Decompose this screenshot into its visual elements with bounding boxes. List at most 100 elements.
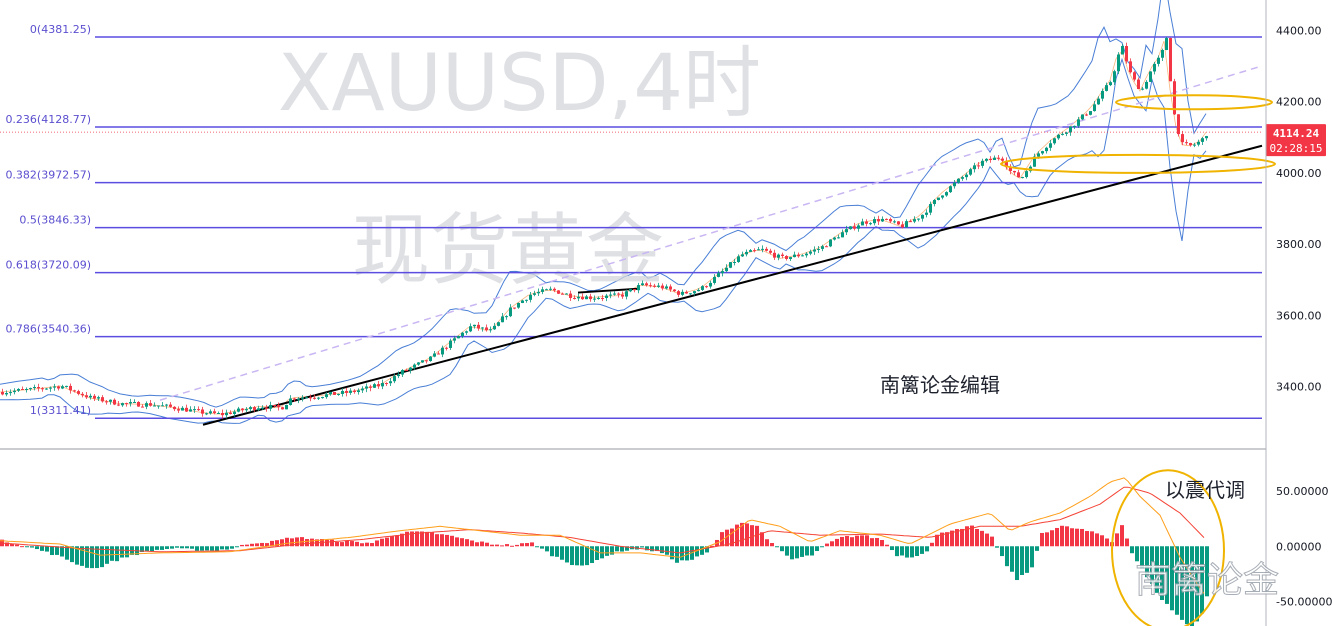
candle-body bbox=[945, 192, 948, 196]
candle-body bbox=[169, 404, 172, 407]
macd-highlight-ellipse[interactable] bbox=[1111, 469, 1225, 626]
candle bbox=[513, 307, 516, 310]
candle-body bbox=[769, 250, 772, 253]
macd-histogram-bar bbox=[1115, 533, 1119, 547]
candle-body bbox=[113, 399, 116, 405]
macd-histogram-bar bbox=[20, 546, 24, 548]
candle-body bbox=[993, 157, 996, 161]
macd-histogram-bar bbox=[700, 546, 704, 555]
fibonacci-levels[interactable]: 0(4381.25) 0.236(4128.77) 0.382(3972.57) 0.… bbox=[5, 23, 1262, 419]
candle-body bbox=[1049, 143, 1052, 148]
candle-body bbox=[337, 393, 340, 395]
candle bbox=[377, 381, 380, 389]
macd-histogram-bar bbox=[375, 540, 379, 547]
candle bbox=[557, 290, 560, 295]
candle bbox=[337, 393, 340, 396]
candle-body bbox=[981, 160, 984, 166]
candle-body bbox=[849, 226, 852, 230]
candle-body bbox=[537, 291, 540, 294]
candle bbox=[657, 282, 660, 288]
candle bbox=[529, 291, 532, 303]
candle bbox=[85, 392, 88, 399]
macd-histogram-bar bbox=[215, 546, 219, 551]
candle-body bbox=[49, 387, 52, 389]
macd-histogram-bar bbox=[245, 544, 249, 547]
candle-body bbox=[861, 221, 864, 226]
candle-body bbox=[317, 397, 320, 399]
support-zone-ellipse-0[interactable] bbox=[1115, 94, 1273, 111]
candle-body bbox=[473, 324, 476, 327]
macd-histogram-bar bbox=[720, 532, 724, 547]
candle bbox=[1125, 42, 1128, 64]
macd-histogram-bar bbox=[1010, 546, 1014, 572]
macd-histogram-bar bbox=[500, 545, 504, 547]
candle bbox=[785, 255, 788, 261]
candle-body bbox=[637, 285, 640, 291]
candle bbox=[565, 293, 568, 295]
candle-body bbox=[757, 249, 760, 251]
candle-body bbox=[797, 254, 800, 257]
candle bbox=[445, 346, 448, 351]
candle-body bbox=[513, 307, 516, 309]
candle-body bbox=[1089, 111, 1092, 115]
candle-body bbox=[821, 246, 824, 249]
candle-body bbox=[917, 218, 920, 220]
macd-histogram-bar bbox=[230, 546, 234, 549]
candle-body bbox=[153, 405, 156, 407]
trendline-black-main[interactable] bbox=[202, 144, 1263, 426]
candle bbox=[697, 288, 700, 292]
macd-histogram-bar bbox=[115, 546, 119, 562]
macd-histogram-bar bbox=[220, 546, 224, 550]
macd-histogram-bar bbox=[590, 546, 594, 564]
macd-histogram-bar bbox=[820, 546, 824, 548]
candle bbox=[61, 384, 64, 390]
candle bbox=[469, 323, 472, 333]
candle bbox=[305, 395, 308, 399]
candle-body bbox=[749, 250, 752, 252]
candle-body bbox=[353, 390, 356, 393]
candle-body bbox=[1193, 144, 1196, 146]
candle bbox=[257, 405, 260, 412]
macd-line bbox=[0, 477, 1205, 594]
candle-body bbox=[277, 405, 280, 408]
candle-body bbox=[657, 285, 660, 287]
candle-body bbox=[137, 402, 140, 407]
support-zones[interactable] bbox=[1000, 94, 1276, 174]
candle-body bbox=[129, 402, 132, 404]
candle-body bbox=[109, 399, 112, 402]
macd-histogram-bar bbox=[1055, 527, 1059, 547]
candle-body bbox=[217, 412, 220, 414]
candle-body bbox=[461, 332, 464, 336]
candle bbox=[1117, 52, 1120, 75]
macd-histogram-bar bbox=[945, 532, 949, 547]
macd-histogram-bar bbox=[85, 546, 89, 568]
candle bbox=[41, 387, 44, 392]
macd-histogram-bar bbox=[260, 542, 264, 547]
candle-body bbox=[969, 169, 972, 175]
candle bbox=[325, 392, 328, 399]
macd-histogram-bar bbox=[1025, 546, 1029, 573]
macd-histogram-bar bbox=[30, 546, 34, 548]
price-axis[interactable]: 4400.00 4200.00 4000.00 3800.00 3600.00 3400.… bbox=[1276, 24, 1322, 393]
macd-histogram-bar bbox=[750, 525, 754, 547]
macd-histogram-bar bbox=[815, 546, 819, 552]
macd-histogram-bar bbox=[1125, 538, 1129, 547]
macd-histogram-bar bbox=[100, 546, 104, 568]
candle bbox=[881, 216, 884, 222]
candle bbox=[181, 406, 184, 411]
candle bbox=[301, 395, 304, 402]
macd-histogram-bar bbox=[640, 546, 644, 548]
price-tick-label: 4200.00 bbox=[1276, 96, 1322, 109]
candle bbox=[701, 285, 704, 292]
candle-body bbox=[689, 293, 692, 295]
candle-body bbox=[497, 322, 500, 326]
candle bbox=[797, 252, 800, 258]
macd-histogram-bar bbox=[1075, 528, 1079, 547]
candle bbox=[637, 282, 640, 294]
candle bbox=[841, 229, 844, 238]
candle bbox=[605, 293, 608, 302]
candle bbox=[237, 406, 240, 413]
support-zone-ellipse-1[interactable] bbox=[1000, 153, 1276, 174]
macd-histogram-bar bbox=[775, 546, 779, 548]
